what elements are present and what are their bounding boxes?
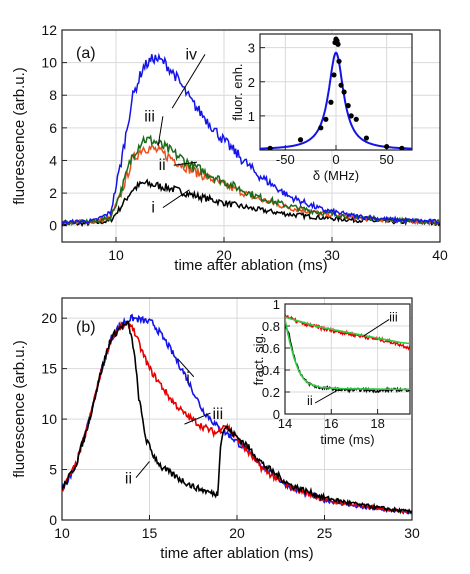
panel-a-annotation-line-iii <box>157 116 164 146</box>
panel-b-inset-annotation-iii: iii <box>389 310 398 325</box>
panel-a-annotation-iv: iv <box>185 46 197 63</box>
panel-b-annotation-line-ii <box>135 461 150 478</box>
panel-b-inset-fit-0 <box>285 316 410 345</box>
panel-a-xtick-label: 30 <box>324 247 340 263</box>
panel-b-series-ii <box>62 320 412 515</box>
panel-b-inset-xtick-label: 14 <box>278 416 292 431</box>
panel-b-inset-annotation-line-iii <box>363 318 390 337</box>
panel-a-inset-point <box>331 72 337 78</box>
panel-a-inset-point <box>323 116 329 122</box>
panel-a-ytick-label: 6 <box>49 120 57 136</box>
panel-b-inset-ylabel: fract. sig. <box>251 333 266 386</box>
panel-a-ytick-label: 2 <box>49 185 57 201</box>
panel-a-inset-point <box>341 89 347 95</box>
panel-a-inset-point <box>338 82 344 88</box>
panel-a-xtick-label: 10 <box>108 247 124 263</box>
panel-a-series-iv <box>62 52 440 226</box>
panel-b-inset-fit-1 <box>285 319 410 391</box>
panel-b-ytick-label: 20 <box>41 310 57 326</box>
panel-a-ylabel: fluorescence (arb.u.) <box>11 67 28 205</box>
panel-b-inset-ytick-label: 0.6 <box>262 341 280 356</box>
panel-b-inset-annotation-line-ii <box>314 389 339 404</box>
panel-a-inset-point <box>335 41 341 47</box>
panel-a-inset-point <box>348 113 354 119</box>
panel-a-ytick-label: 12 <box>41 22 57 38</box>
panel-a-inset-point <box>399 145 405 150</box>
panel-a-annotation-iii: iii <box>144 108 155 125</box>
panel-a-xtick-label: 20 <box>216 247 232 263</box>
panel-a-inset-point <box>318 125 324 131</box>
panel-b-inset-frame <box>284 303 411 415</box>
panel-b-ylabel: fluorescence (arb.u.) <box>11 340 28 478</box>
panel-b-ytick-label: 15 <box>41 361 57 377</box>
panel-b-inset-ytick-label: 0 <box>273 407 280 422</box>
panel-a-ytick-label: 8 <box>49 87 57 103</box>
panel-b-inset-xlabel: time (ms) <box>320 432 374 447</box>
panel-a-ytick-label: 4 <box>49 152 57 168</box>
panel-b-inset-xtick-label: 18 <box>370 416 384 431</box>
panel-a-inset-xtick-label: -50 <box>276 152 295 167</box>
panel-b-xtick-label: 25 <box>317 525 333 541</box>
panel-a-label: (a) <box>76 45 96 62</box>
panel-a-inset-ytick-label: 3 <box>248 41 255 56</box>
panel-b-xlabel: time after ablation (ms) <box>160 545 313 562</box>
panel-a-inset-point <box>328 99 334 105</box>
panel-a-annotation-ii: ii <box>159 157 166 174</box>
panel-b-annotation-line-iii <box>184 412 211 425</box>
panel-b-annotation-i: i <box>186 370 190 387</box>
panel-a-inset-point <box>336 58 342 64</box>
panel-b-inset-ytick-label: 0.4 <box>262 363 280 378</box>
panel-a-annotation-i: i <box>151 200 155 217</box>
panel-a-inset-ytick-label: 2 <box>248 75 255 90</box>
panel-b-xtick-label: 30 <box>404 525 420 541</box>
panel-b-annotation-iii: iii <box>213 406 224 423</box>
panel-a-inset-point <box>297 137 304 143</box>
panel-b-ytick-label: 5 <box>49 462 57 478</box>
panel-a-inset-xlabel: δ (MHz) <box>313 168 359 183</box>
panel-a-xtick-label: 40 <box>432 247 448 263</box>
panel-b-inset-ytick-label: 0.8 <box>262 319 280 334</box>
panel-a-inset-point <box>353 116 359 122</box>
panel-a-inset: -50 0 50 1 2 3 δ (MHz) fluor. enh. <box>230 33 413 183</box>
panel-a-inset-point <box>363 135 369 141</box>
panel-a-inset-ylabel: fluor. enh. <box>230 63 245 120</box>
panel-b-annotation-line-i <box>177 358 195 378</box>
panel-b-annotation-ii: ii <box>125 471 132 488</box>
panel-a-inset-xtick-label: 50 <box>379 152 393 167</box>
panel-b-xtick-label: 10 <box>54 525 70 541</box>
panel-a-xlabel: time after ablation (ms) <box>174 257 327 274</box>
panel-b-inset-ytick-label: 1 <box>273 297 280 312</box>
panel-a-inset-ytick-label: 1 <box>248 109 255 124</box>
panel-a-ytick-label: 0 <box>49 218 57 234</box>
panel-a-annotation-line-i <box>162 189 190 209</box>
panel-a-inset-point <box>384 143 390 150</box>
panel-a-inset-point <box>267 145 273 150</box>
panel-b-ytick-label: 10 <box>41 411 57 427</box>
panel-a-frame <box>61 29 441 243</box>
panel-b-xtick-label: 15 <box>142 525 158 541</box>
panel-b-inset-ytick-label: 0.2 <box>262 385 280 400</box>
panel-a-annotation-line-ii <box>173 161 198 166</box>
panel-a-annotation-line-iv <box>171 54 206 109</box>
panel-a-ytick-label: 10 <box>41 55 57 71</box>
panel-b-inset-annotation-ii: ii <box>307 393 313 408</box>
panel-a-inset-point <box>345 103 351 109</box>
panel-b-xtick-label: 20 <box>229 525 245 541</box>
panel-a-inset-xtick-label: 0 <box>332 152 339 167</box>
panel-b-ytick-label: 0 <box>49 512 57 528</box>
panel-b-inset-xtick-label: 16 <box>324 416 338 431</box>
panel-b-label: (b) <box>76 319 96 336</box>
